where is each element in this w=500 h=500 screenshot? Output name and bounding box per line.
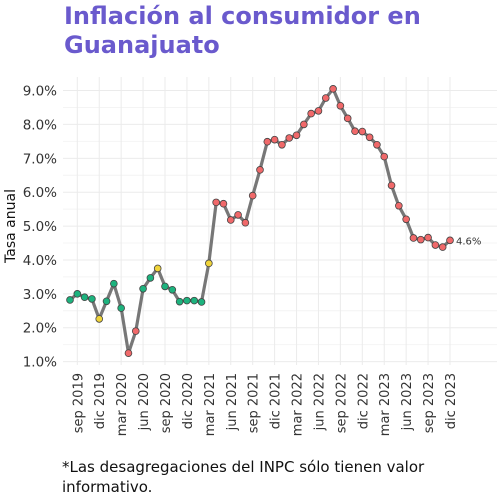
- data-point: [175, 297, 184, 306]
- data-point: [248, 191, 257, 200]
- data-point: [168, 285, 177, 294]
- y-tick-label: 8.0%: [23, 117, 57, 133]
- data-point: [402, 215, 410, 224]
- data-point: [73, 290, 82, 298]
- data-point: [314, 107, 323, 115]
- x-tick-label: sep 2020: [159, 373, 174, 433]
- series-line: [68, 87, 452, 355]
- y-tick-label: 6.0%: [23, 185, 57, 201]
- x-tick-label: mar 2022: [291, 373, 306, 436]
- x-tick-label: dic 2019: [93, 373, 108, 429]
- data-point: [270, 135, 279, 144]
- data-point: [395, 201, 403, 210]
- grid: [63, 77, 497, 365]
- data-point: [124, 349, 133, 357]
- data-point: [307, 109, 315, 118]
- data-point: [424, 233, 432, 242]
- data-point: [343, 114, 352, 123]
- x-tick-label: jun 2023: [400, 373, 415, 431]
- data-point: [212, 198, 220, 207]
- x-tick-label: mar 2020: [115, 373, 130, 436]
- x-tick-label: dic 2022: [356, 373, 371, 429]
- data-point: [373, 140, 381, 149]
- data-point: [66, 296, 74, 304]
- x-tick-label: dic 2021: [269, 373, 284, 429]
- data-point: [190, 296, 199, 305]
- x-tick-label: dic 2023: [444, 373, 459, 429]
- y-tick-label: 1.0%: [23, 355, 57, 371]
- data-point: [446, 236, 454, 245]
- data-point: [110, 279, 118, 288]
- data-point: [197, 298, 206, 306]
- data-point: [219, 199, 228, 208]
- x-tick-label: sep 2021: [247, 373, 262, 433]
- data-point: [153, 264, 162, 273]
- y-tick-label: 3.0%: [23, 287, 57, 303]
- x-tick-label: jun 2022: [312, 373, 327, 431]
- x-tick-label: sep 2022: [334, 373, 349, 433]
- data-point: [256, 166, 264, 174]
- data-point: [234, 211, 242, 219]
- data-point: [80, 293, 89, 302]
- data-point: [336, 102, 345, 110]
- y-axis-label: Tasa anual: [3, 189, 19, 264]
- data-point: [431, 241, 440, 249]
- chart: 1.0% 2.0% 3.0% 4.0% 5.0% 6.0% 7.0% 8.0% 9.0% sep…: [3, 77, 497, 436]
- y-tick-label: 5.0%: [23, 219, 57, 235]
- data-point: [146, 274, 155, 282]
- data-points: [66, 85, 454, 357]
- caption: *Las desagregaciones del INPC sólo tiene…: [62, 458, 425, 496]
- data-point: [365, 133, 374, 142]
- data-point: [117, 304, 125, 312]
- data-point: [278, 140, 286, 149]
- data-point: [131, 327, 140, 335]
- data-point: [161, 282, 169, 291]
- data-point: [241, 218, 250, 227]
- chart-title: Inflación al consumidor en Guanajuato: [64, 2, 421, 59]
- data-point: [300, 120, 308, 129]
- data-point: [285, 134, 294, 142]
- y-axis: 1.0% 2.0% 3.0% 4.0% 5.0% 6.0% 7.0% 8.0% 9.0%: [23, 84, 57, 371]
- x-tick-label: mar 2023: [378, 373, 393, 436]
- data-point: [351, 127, 359, 136]
- data-point: [183, 296, 191, 305]
- data-point: [387, 181, 396, 190]
- data-point: [292, 131, 301, 140]
- x-tick-label: dic 2020: [181, 373, 196, 429]
- x-tick-label: sep 2023: [422, 373, 437, 433]
- data-point: [88, 295, 96, 303]
- data-point: [329, 85, 337, 93]
- data-point: [102, 297, 111, 306]
- data-point: [226, 216, 235, 224]
- y-tick-label: 7.0%: [23, 151, 57, 167]
- data-point: [263, 137, 272, 146]
- data-point: [139, 284, 147, 293]
- data-point: [416, 235, 425, 244]
- data-point: [380, 152, 389, 161]
- data-point: [205, 259, 213, 268]
- x-tick-label: mar 2021: [203, 373, 218, 436]
- x-tick-label: jun 2021: [225, 373, 240, 431]
- data-point: [321, 94, 330, 102]
- y-tick-label: 9.0%: [23, 84, 57, 100]
- x-tick-label: jun 2020: [137, 373, 152, 431]
- last-value-label: 4.6%: [456, 236, 481, 247]
- data-point: [438, 243, 447, 251]
- y-tick-label: 4.0%: [23, 253, 57, 269]
- x-axis: sep 2019 dic 2019 mar 2020 jun 2020 sep 2020…: [71, 373, 459, 436]
- data-point: [95, 315, 104, 323]
- data-point: [409, 234, 418, 242]
- data-point: [358, 127, 367, 136]
- x-tick-label: sep 2019: [71, 373, 86, 433]
- y-tick-label: 2.0%: [23, 321, 57, 337]
